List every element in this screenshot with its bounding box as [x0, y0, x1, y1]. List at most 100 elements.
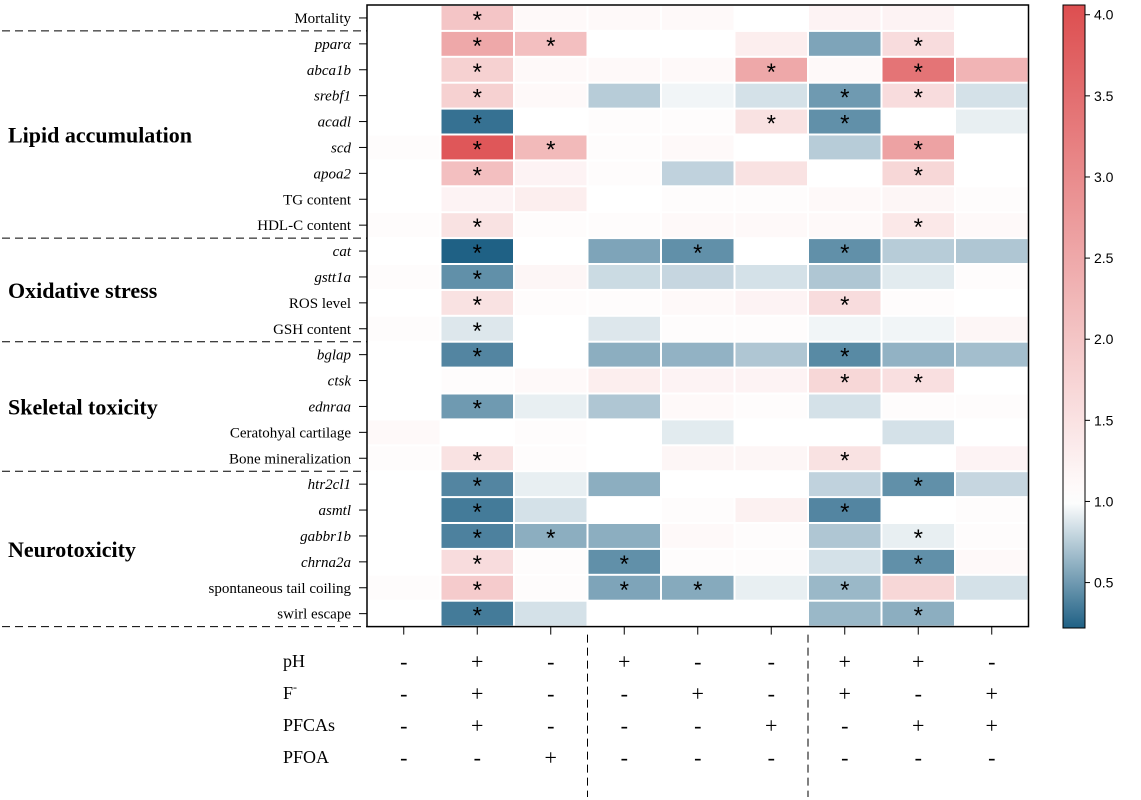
- factor-sign: +: [545, 745, 557, 770]
- heatmap-cell: [368, 31, 440, 56]
- factor-sign: -: [841, 745, 848, 770]
- significance-star: *: [840, 577, 849, 604]
- heatmap-cell: [515, 265, 587, 289]
- heatmap-cell: [735, 135, 807, 160]
- heatmap-cell: [662, 498, 734, 522]
- heatmap-cell: [588, 420, 660, 445]
- heatmap-cell: [662, 290, 734, 315]
- heatmap-cell: [956, 239, 1028, 263]
- row-label: gstt1a: [314, 270, 351, 286]
- heatmap-cell: [588, 213, 660, 238]
- heatmap-cell: [809, 420, 881, 445]
- significance-star: *: [840, 499, 849, 526]
- heatmap-cell: [735, 290, 807, 315]
- row-label: swirl escape: [277, 607, 351, 623]
- heatmap-cell: [515, 549, 587, 574]
- significance-star: *: [473, 447, 482, 474]
- heatmap-cell: [735, 524, 807, 548]
- heatmap-cell: [368, 342, 440, 367]
- heatmap-cell: [368, 316, 440, 341]
- factor-sign: -: [621, 713, 628, 738]
- significance-star: *: [473, 214, 482, 241]
- colorbar-tick-label: 3.0: [1094, 169, 1114, 185]
- heatmap-cell: [368, 265, 440, 289]
- heatmap-cell: [588, 6, 660, 30]
- significance-star: *: [620, 551, 629, 578]
- heatmap-cell: [588, 239, 660, 263]
- heatmap-cell: [588, 161, 660, 186]
- heatmap-cell: [809, 342, 881, 367]
- heatmap-cell: [662, 265, 734, 289]
- heatmap-cell: [588, 187, 660, 212]
- row-label: TG content: [283, 192, 352, 208]
- heatmap-cell: [809, 601, 881, 626]
- heatmap-cell: [588, 601, 660, 626]
- heatmap-cell: [368, 6, 440, 30]
- factor-sign: +: [618, 649, 630, 674]
- heatmap-cell: [588, 57, 660, 82]
- heatmap-cell: [441, 290, 513, 315]
- colorbar: 0.5 1.0 1.5 2.0 2.5 3.0 3.5 4.0: [1062, 4, 1114, 629]
- factor-sign: +: [912, 713, 924, 738]
- significance-star: *: [840, 85, 849, 112]
- heatmap-cell: [882, 524, 954, 548]
- significance-star: *: [473, 344, 482, 371]
- heatmap-cell: [809, 290, 881, 315]
- heatmap-cell: [882, 420, 954, 445]
- heatmap-cell: [441, 83, 513, 108]
- factor-label: pH: [283, 651, 305, 671]
- significance-star: *: [693, 240, 702, 267]
- significance-star: *: [840, 292, 849, 319]
- heatmap-cell: [956, 446, 1028, 471]
- heatmap-cell: [368, 524, 440, 548]
- heatmap-cell: [441, 601, 513, 626]
- heatmap-cell: [882, 161, 954, 186]
- significance-star: *: [840, 240, 849, 267]
- heatmap-cell: [882, 265, 954, 289]
- group-label: Neurotoxicity: [8, 537, 136, 562]
- heatmap-cell: [515, 83, 587, 108]
- colorbar-tick-label: 0.5: [1094, 575, 1114, 591]
- heatmap-cell: [882, 239, 954, 263]
- heatmap-cell: [956, 549, 1028, 574]
- heatmap-cell: [515, 239, 587, 263]
- heatmap-cell: [588, 575, 660, 600]
- heatmap-cell: [515, 420, 587, 445]
- heatmap-cell: [735, 187, 807, 212]
- significance-star: *: [914, 162, 923, 189]
- heatmap-cell: [515, 342, 587, 367]
- factor-sign: -: [988, 649, 995, 674]
- heatmap-cell: [662, 135, 734, 160]
- significance-star: *: [473, 603, 482, 630]
- heatmap-cell: [735, 368, 807, 393]
- heatmap-cell: [662, 368, 734, 393]
- heatmap-cell: [882, 6, 954, 30]
- heatmap-cell: [956, 316, 1028, 341]
- heatmap-cell: [809, 135, 881, 160]
- heatmap-cell: [441, 446, 513, 471]
- colorbar-gradient: [1062, 4, 1086, 629]
- significance-star: *: [473, 318, 482, 345]
- significance-star: *: [473, 551, 482, 578]
- heatmap-cell: [515, 213, 587, 238]
- row-label: ednraa: [309, 399, 352, 415]
- heatmap-cell: [662, 316, 734, 341]
- significance-star: *: [473, 33, 482, 60]
- heatmap-cell: [662, 83, 734, 108]
- factor-sign: -: [621, 745, 628, 770]
- row-label: spontaneous tail coiling: [209, 581, 352, 597]
- heatmap-cell: [735, 31, 807, 56]
- heatmap-cell: [368, 575, 440, 600]
- heatmap-cell: [956, 83, 1028, 108]
- heatmap-cell: [588, 265, 660, 289]
- heatmap-cell: [956, 368, 1028, 393]
- heatmap-cell: [588, 498, 660, 522]
- heatmap-cell: [368, 394, 440, 419]
- heatmap-cell: [441, 524, 513, 548]
- heatmap-cell: [441, 239, 513, 263]
- heatmap-cell: [515, 368, 587, 393]
- heatmap-cell: [515, 524, 587, 548]
- heatmap-cell: [735, 446, 807, 471]
- significance-star: *: [620, 577, 629, 604]
- heatmap-cell: [956, 575, 1028, 600]
